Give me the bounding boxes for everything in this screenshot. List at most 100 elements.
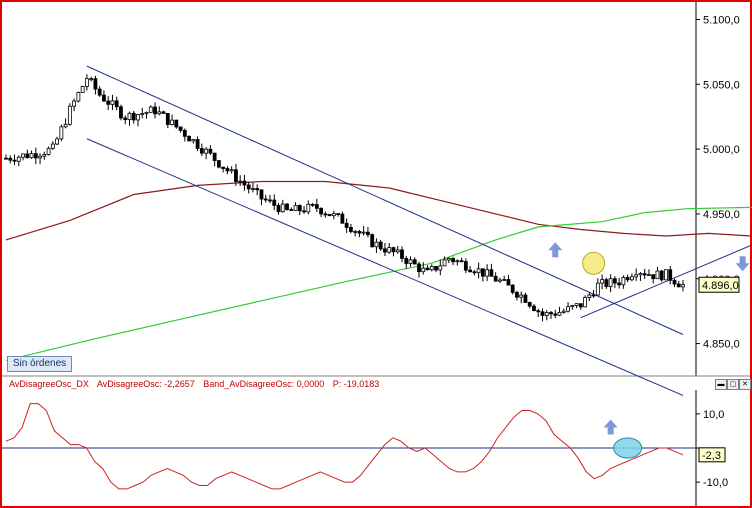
candle-body — [63, 123, 68, 128]
candle-body — [153, 106, 157, 115]
candle-body — [38, 155, 42, 159]
candle-body — [195, 139, 200, 149]
candle-body — [106, 100, 111, 105]
indicator-subtitle: AvDisagreeOsc_DX AvDisagreeOsc: -2,2657 … — [9, 379, 385, 389]
candle-body — [8, 157, 13, 161]
candle-body — [400, 249, 404, 259]
candle-body — [174, 119, 179, 128]
candle-body — [412, 259, 417, 265]
candle-body — [131, 112, 136, 121]
candle-body — [621, 277, 626, 286]
candle-body — [353, 231, 358, 233]
candle-body — [225, 168, 230, 172]
candle-body — [442, 259, 447, 267]
candle-body — [361, 231, 366, 234]
candle-body — [480, 268, 485, 277]
band-value: Band_AvDisagreeOsc: 0,0000 — [203, 379, 325, 389]
candle-body — [204, 148, 209, 154]
candle-body — [42, 154, 47, 157]
no-orders-button[interactable]: Sin órdenes — [7, 356, 72, 372]
candle-body — [600, 279, 605, 284]
candle-body — [421, 267, 426, 273]
candle-body — [574, 303, 579, 306]
candle-body — [429, 266, 434, 271]
candle-body — [33, 153, 38, 159]
candle-body — [370, 234, 375, 248]
candle-body — [608, 278, 613, 287]
maximize-panel-button[interactable]: ▢ — [727, 379, 739, 390]
candle-body — [127, 112, 132, 121]
last-price-label: 4.896,0 — [702, 280, 739, 292]
candle-body — [114, 100, 119, 108]
indicator-name: AvDisagreeOsc_DX — [9, 379, 89, 389]
last-osc-box — [698, 447, 726, 463]
candle-body — [387, 247, 392, 253]
candle-body — [472, 271, 477, 274]
oscillator-line — [5, 403, 684, 490]
candle-body — [50, 143, 55, 149]
candle-body — [306, 203, 311, 213]
candle-body — [340, 213, 345, 224]
last-osc-label: -2,3 — [702, 450, 721, 462]
candle-body — [591, 294, 596, 297]
osc-tick-label: 10,0 — [703, 409, 724, 421]
candle-body — [319, 207, 323, 215]
candle-body — [681, 284, 685, 288]
candle-body — [651, 274, 656, 280]
candle-body — [182, 129, 187, 137]
candle-body — [89, 78, 94, 81]
candle-body — [366, 231, 370, 236]
candle-body — [647, 274, 651, 277]
candle-body — [468, 269, 473, 273]
candle-body — [438, 265, 443, 271]
p-value: P: -19,0183 — [332, 379, 380, 389]
indicator-value: AvDisagreeOsc: -2,2657 — [96, 379, 195, 389]
candle-body — [374, 241, 379, 248]
candle-body — [251, 188, 255, 190]
candle-body — [4, 157, 8, 160]
candle-body — [378, 241, 383, 250]
price-tick-label: 5.050,0 — [703, 79, 740, 91]
candle-body — [476, 268, 481, 274]
candle-body — [123, 117, 128, 121]
arrow-down-icon — [735, 256, 750, 272]
candle-body — [502, 279, 507, 281]
arrow-up-icon — [603, 419, 618, 435]
candle-body — [263, 198, 268, 201]
candle-body — [157, 111, 162, 115]
candle-body — [434, 266, 438, 271]
candle-body — [523, 294, 528, 303]
candle-body — [199, 148, 204, 154]
candle-body — [493, 275, 498, 282]
candle-body — [638, 273, 643, 276]
candle-body — [595, 282, 600, 296]
candle-body — [578, 303, 583, 308]
candle-body — [208, 148, 213, 154]
candle-body — [221, 166, 226, 169]
ma-long-line — [5, 180, 752, 241]
candle-body — [676, 283, 681, 288]
candle-body — [570, 305, 575, 308]
candle-body — [527, 302, 532, 307]
minimize-panel-button[interactable]: ▬ — [715, 379, 727, 390]
candle-body — [668, 269, 673, 281]
candle-body — [212, 152, 217, 161]
close-panel-button[interactable]: ✕ — [739, 379, 751, 390]
candle-body — [76, 92, 81, 102]
candle-body — [331, 213, 336, 217]
candle-body — [148, 106, 153, 113]
candle-body — [672, 279, 677, 285]
candle-body — [604, 279, 609, 287]
candle-body — [425, 267, 430, 271]
candle-body — [302, 210, 306, 213]
candle-body — [587, 294, 592, 298]
candle-body — [536, 310, 541, 313]
candle-body — [97, 88, 102, 96]
candle-body — [259, 189, 264, 200]
trendline — [86, 65, 684, 335]
candle-body — [280, 203, 285, 213]
candle-body — [506, 279, 511, 286]
candle-body — [238, 180, 243, 183]
highlight-circle — [582, 251, 606, 275]
